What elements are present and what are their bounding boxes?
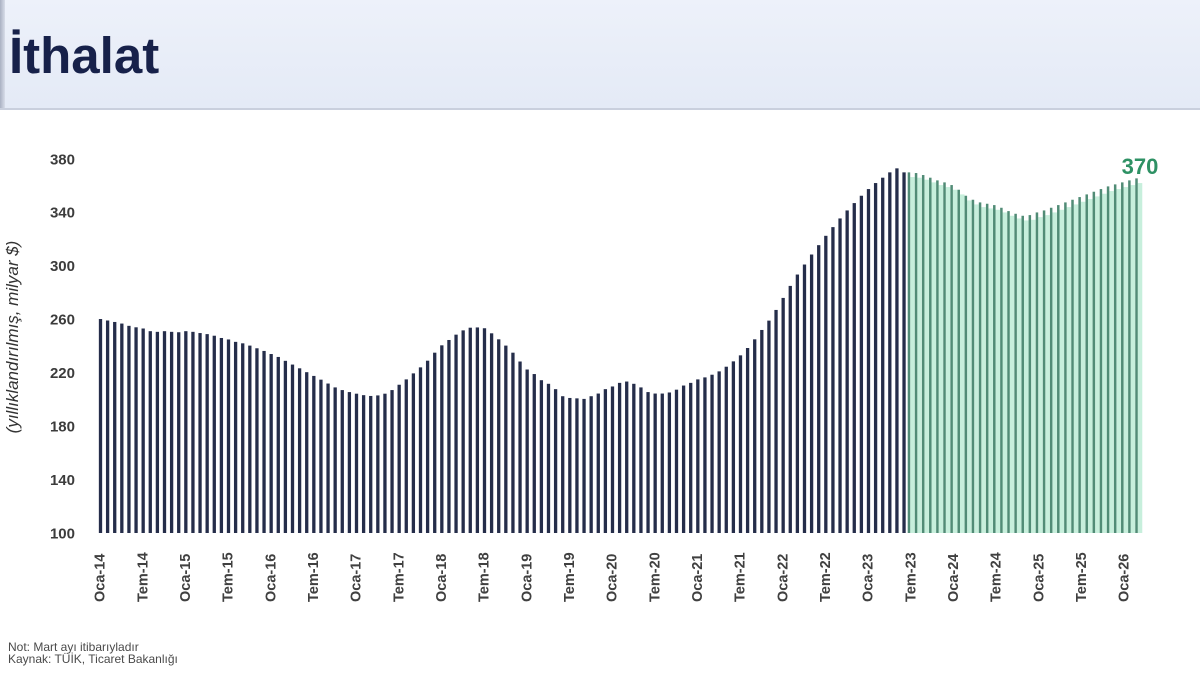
svg-text:Oca-26: Oca-26 <box>1117 554 1133 602</box>
svg-text:Oca-14: Oca-14 <box>93 554 109 602</box>
svg-text:370: 370 <box>1122 154 1159 179</box>
svg-text:Tem-22: Tem-22 <box>818 552 834 602</box>
svg-text:Tem-18: Tem-18 <box>477 552 493 602</box>
svg-text:180: 180 <box>50 418 75 435</box>
svg-text:Tem-20: Tem-20 <box>647 552 663 602</box>
svg-text:380: 380 <box>50 151 75 168</box>
svg-text:Oca-17: Oca-17 <box>349 554 365 602</box>
svg-text:Oca-22: Oca-22 <box>775 554 791 602</box>
svg-text:Oca-25: Oca-25 <box>1031 554 1047 602</box>
svg-text:Tem-23: Tem-23 <box>903 552 919 602</box>
svg-text:Oca-20: Oca-20 <box>605 554 621 602</box>
svg-text:Oca-15: Oca-15 <box>178 554 194 602</box>
svg-text:Tem-21: Tem-21 <box>733 552 749 602</box>
svg-text:340: 340 <box>50 205 75 222</box>
svg-text:Oca-18: Oca-18 <box>434 554 450 602</box>
svg-text:Tem-25: Tem-25 <box>1074 552 1090 602</box>
svg-text:Tem-24: Tem-24 <box>989 552 1005 602</box>
svg-text:(yıllıklandırılmış, milyar $): (yıllıklandırılmış, milyar $) <box>3 241 22 434</box>
svg-text:Oca-19: Oca-19 <box>519 554 535 602</box>
svg-text:100: 100 <box>50 525 75 542</box>
svg-text:260: 260 <box>50 312 75 329</box>
svg-text:Tem-17: Tem-17 <box>391 552 407 602</box>
svg-text:Tem-16: Tem-16 <box>306 552 322 602</box>
svg-text:Oca-16: Oca-16 <box>263 554 279 602</box>
svg-text:Oca-24: Oca-24 <box>946 554 962 602</box>
svg-text:Oca-23: Oca-23 <box>861 554 877 602</box>
svg-text:140: 140 <box>50 472 75 489</box>
svg-text:Oca-21: Oca-21 <box>690 554 706 602</box>
svg-text:220: 220 <box>50 365 75 382</box>
svg-text:Tem-14: Tem-14 <box>135 552 151 602</box>
svg-text:300: 300 <box>50 258 75 275</box>
svg-text:Tem-15: Tem-15 <box>221 552 237 602</box>
svg-text:Tem-19: Tem-19 <box>562 552 578 602</box>
